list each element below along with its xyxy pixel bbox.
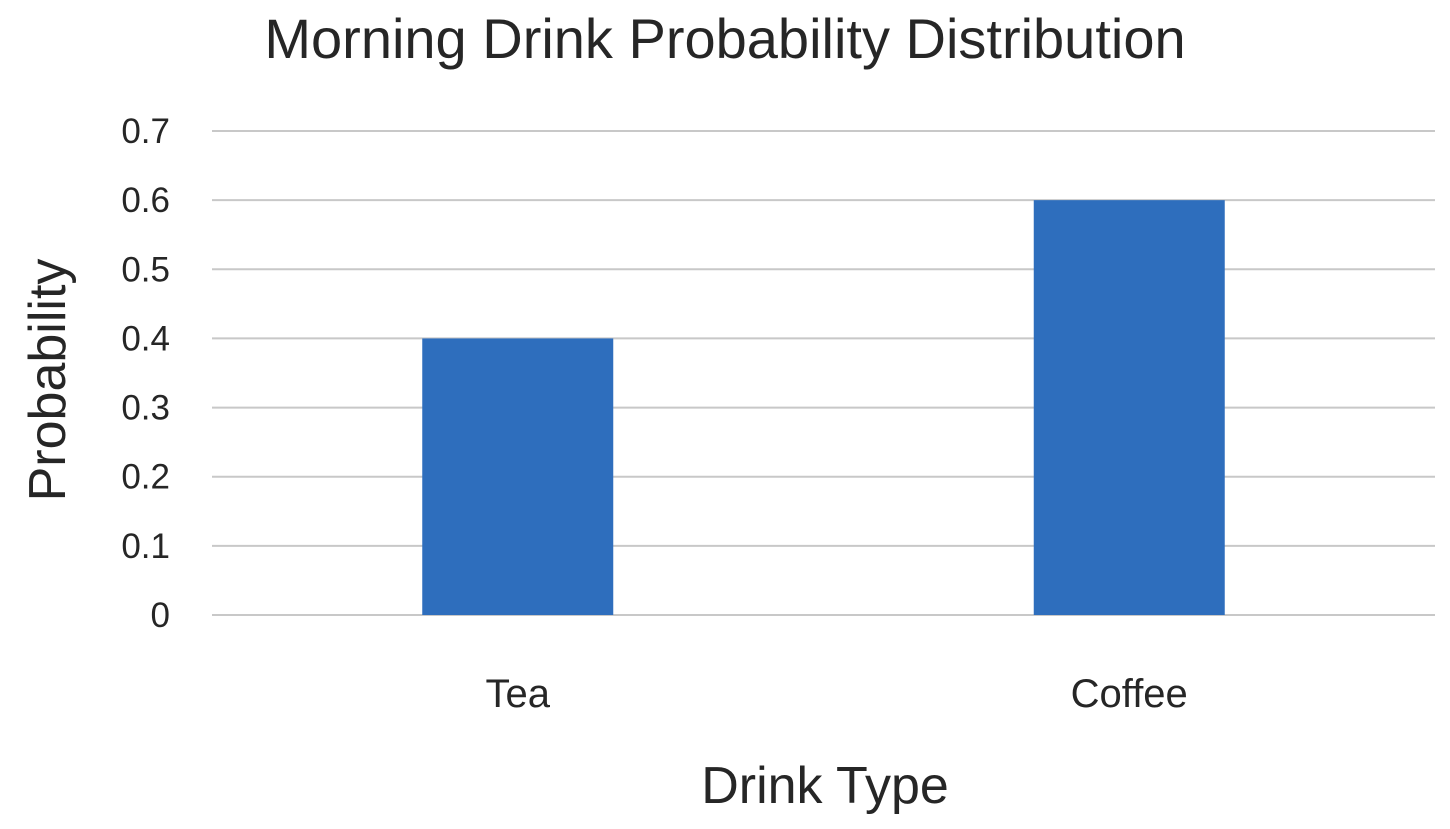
chart-title: Morning Drink Probability Distribution bbox=[264, 7, 1186, 70]
x-axis-title: Drink Type bbox=[701, 757, 949, 815]
y-tick-label: 0.6 bbox=[121, 181, 170, 220]
bar-tea bbox=[422, 338, 614, 615]
y-tick-label: 0.7 bbox=[121, 112, 170, 151]
y-tick-label: 0.2 bbox=[121, 458, 170, 497]
y-tick-labels: 0 0.1 0.2 0.3 0.4 0.5 0.6 0.7 bbox=[121, 112, 170, 635]
x-tick-label: Tea bbox=[486, 672, 551, 716]
bar-coffee bbox=[1033, 200, 1225, 615]
y-tick-label: 0.4 bbox=[121, 319, 170, 358]
gridlines bbox=[212, 130, 1435, 616]
bars bbox=[422, 200, 1225, 615]
y-tick-label: 0.1 bbox=[121, 527, 170, 566]
x-tick-labels: Tea Coffee bbox=[486, 672, 1188, 716]
y-tick-label: 0.3 bbox=[121, 389, 170, 428]
y-axis-title: Probability bbox=[19, 259, 77, 502]
x-tick-label: Coffee bbox=[1071, 672, 1188, 716]
y-tick-label: 0 bbox=[151, 596, 170, 635]
y-tick-label: 0.5 bbox=[121, 250, 170, 289]
